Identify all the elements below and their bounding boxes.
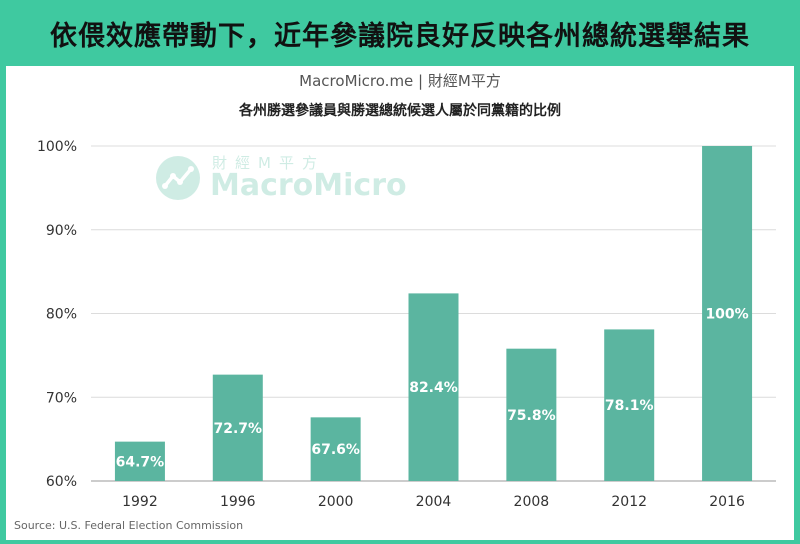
x-tick-label: 2000 <box>318 494 354 510</box>
data-label: 67.6% <box>311 442 360 458</box>
x-tick-label: 2016 <box>709 494 745 510</box>
data-label: 72.7% <box>213 421 262 437</box>
x-tick-label: 2012 <box>611 494 647 510</box>
y-tick-label: 100% <box>37 139 77 155</box>
bar <box>408 293 459 481</box>
y-tick-label: 90% <box>46 223 77 239</box>
y-tick-label: 70% <box>46 390 77 406</box>
data-label: 100% <box>705 307 748 323</box>
bar <box>114 441 165 481</box>
source-note: Source: U.S. Federal Election Commission <box>14 519 244 532</box>
chart-title: 各州勝選參議員與勝選總統候選人屬於同黨籍的比例 <box>239 103 561 119</box>
chart-panel: MacroMicro.me | 財經M平方 各州勝選參議員與勝選總統候選人屬於同… <box>6 66 794 540</box>
data-label: 82.4% <box>409 380 458 396</box>
bar <box>212 374 263 481</box>
headline: 依偎效應帶動下，近年參議院良好反映各州總統選舉結果 <box>50 20 750 52</box>
x-tick-label: 2008 <box>514 494 550 510</box>
bar <box>506 348 557 481</box>
bar <box>604 329 655 481</box>
x-tick-label: 2004 <box>416 494 452 510</box>
bar <box>702 146 753 481</box>
y-tick-label: 60% <box>46 474 77 490</box>
x-tick-label: 1992 <box>122 494 158 510</box>
bar-chart: 60% 70% 80% 90% 100% 64.7% 1992 72.7% 1996 67.6% 2… <box>37 139 776 510</box>
y-tick-label: 80% <box>46 307 77 323</box>
data-label: 64.7% <box>116 454 165 470</box>
brand-line: MacroMicro.me | 財經M平方 <box>299 72 501 90</box>
x-tick-label: 1996 <box>220 494 256 510</box>
data-label: 78.1% <box>605 398 654 414</box>
data-label: 75.8% <box>507 408 556 424</box>
bar <box>310 417 361 481</box>
